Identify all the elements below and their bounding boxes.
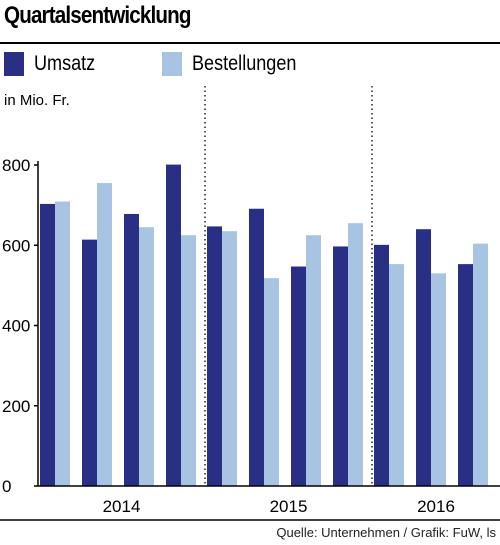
title-rule <box>0 42 500 44</box>
bar-bestellungen-2014-q3 <box>139 227 154 486</box>
bar-umsatz-2016-q3 <box>458 264 473 486</box>
legend-item-umsatz: Umsatz <box>4 52 105 76</box>
legend-swatch-umsatz <box>4 52 24 76</box>
x-year-label: 2016 <box>417 497 455 516</box>
bar-umsatz-2014-q2 <box>82 239 97 486</box>
legend-swatch-bestellungen <box>162 52 182 76</box>
y-tick-label: 200 <box>2 397 30 416</box>
bar-umsatz-2015-q3 <box>291 266 306 486</box>
bar-bestellungen-2015-q2 <box>264 278 279 486</box>
bar-umsatz-2015-q2 <box>249 208 264 486</box>
y-tick-label: 800 <box>2 156 30 175</box>
legend-label-bestellungen: Bestellungen <box>192 52 297 75</box>
bar-umsatz-2016-q2 <box>416 229 431 486</box>
legend: Umsatz Bestellungen <box>0 52 500 82</box>
bar-bestellungen-2014-q2 <box>97 183 112 486</box>
bar-bestellungen-2014-q4 <box>181 235 196 486</box>
y-tick-label: 600 <box>2 236 30 255</box>
bar-bestellungen-2016-q1 <box>389 264 404 486</box>
bar-umsatz-2014-q1 <box>40 203 55 486</box>
bar-bestellungen-2016-q2 <box>431 273 446 486</box>
x-year-label: 2015 <box>270 497 308 516</box>
bar-umsatz-2016-q1 <box>374 244 389 486</box>
bar-bestellungen-2015-q4 <box>348 223 363 486</box>
y-unit-label: in Mio. Fr. <box>4 92 70 109</box>
bar-umsatz-2014-q3 <box>124 213 139 486</box>
x-year-label: 2014 <box>103 497 141 516</box>
bar-umsatz-2014-q4 <box>166 164 181 486</box>
legend-label-umsatz: Umsatz <box>34 52 96 75</box>
source-note: Quelle: Unternehmen / Grafik: FuW, ls <box>276 525 496 540</box>
legend-item-bestellungen: Bestellungen <box>162 52 313 76</box>
bar-bestellungen-2014-q1 <box>55 201 70 487</box>
bar-umsatz-2015-q4 <box>333 246 348 486</box>
chart-title: Quartalsentwicklung <box>4 2 192 29</box>
y-tick-label: 400 <box>2 317 30 336</box>
y-tick-label: 0 <box>2 477 11 496</box>
bar-bestellungen-2015-q1 <box>222 231 237 486</box>
bar-bestellungen-2015-q3 <box>306 235 321 486</box>
bar-umsatz-2015-q1 <box>207 226 222 487</box>
bar-bestellungen-2016-q3 <box>473 243 488 486</box>
